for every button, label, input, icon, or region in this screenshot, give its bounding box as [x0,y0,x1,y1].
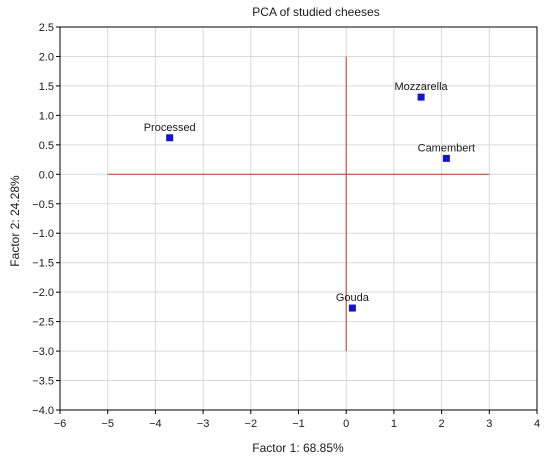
x-tick-label: 2 [439,418,445,430]
y-tick-label: −3.0 [32,346,54,358]
point-label-mozzarella: Mozzarella [394,81,448,93]
point-label-processed: Processed [144,122,196,134]
x-tick-label: −1 [292,418,305,430]
data-point-processed [166,134,174,142]
y-tick-label: 1.5 [39,81,54,93]
y-tick-label: −4.0 [32,405,54,417]
x-tick-label: −2 [245,418,258,430]
y-tick-label: −1.5 [32,258,54,270]
data-points: Processed Mozzarella Camembert Gouda [144,81,475,312]
y-tick-label: −0.5 [32,199,54,211]
y-axis-label: Factor 2: 24.28% [8,175,22,267]
x-axis-label: Factor 1: 68.85% [252,441,344,455]
y-tick-label: −3.5 [32,376,54,388]
x-tick-label: −6 [54,418,67,430]
y-tick-label: 2.0 [39,51,54,63]
data-point-mozzarella [417,93,425,101]
y-axis-ticks: 2.5 2.0 1.5 1.0 0.5 0.0 −0.5 −1.0 −1.5 −2.0 −2.5 −3… [32,22,60,417]
y-tick-label: 2.5 [39,22,54,34]
x-tick-label: −4 [149,418,162,430]
chart-title: PCA of studied cheeses [252,5,379,19]
x-tick-label: 3 [486,418,492,430]
x-tick-label: −3 [197,418,210,430]
y-tick-label: −1.0 [32,228,54,240]
y-tick-label: 1.0 [39,110,54,122]
y-tick-label: −2.5 [32,317,54,329]
x-tick-label: 4 [534,418,540,430]
y-tick-label: 0.0 [39,169,54,181]
point-label-camembert: Camembert [418,142,475,154]
data-point-camembert [442,154,450,162]
reference-lines [107,56,490,352]
y-tick-label: −2.0 [32,287,54,299]
x-axis-ticks: −6 −5 −4 −3 −2 −1 0 1 2 3 4 [54,410,540,430]
data-point-gouda [348,304,356,312]
x-tick-label: 1 [391,418,397,430]
grid-lines [60,27,537,410]
x-tick-label: −5 [101,418,114,430]
y-tick-label: 0.5 [39,140,54,152]
point-label-gouda: Gouda [336,292,370,304]
x-tick-label: 0 [343,418,349,430]
